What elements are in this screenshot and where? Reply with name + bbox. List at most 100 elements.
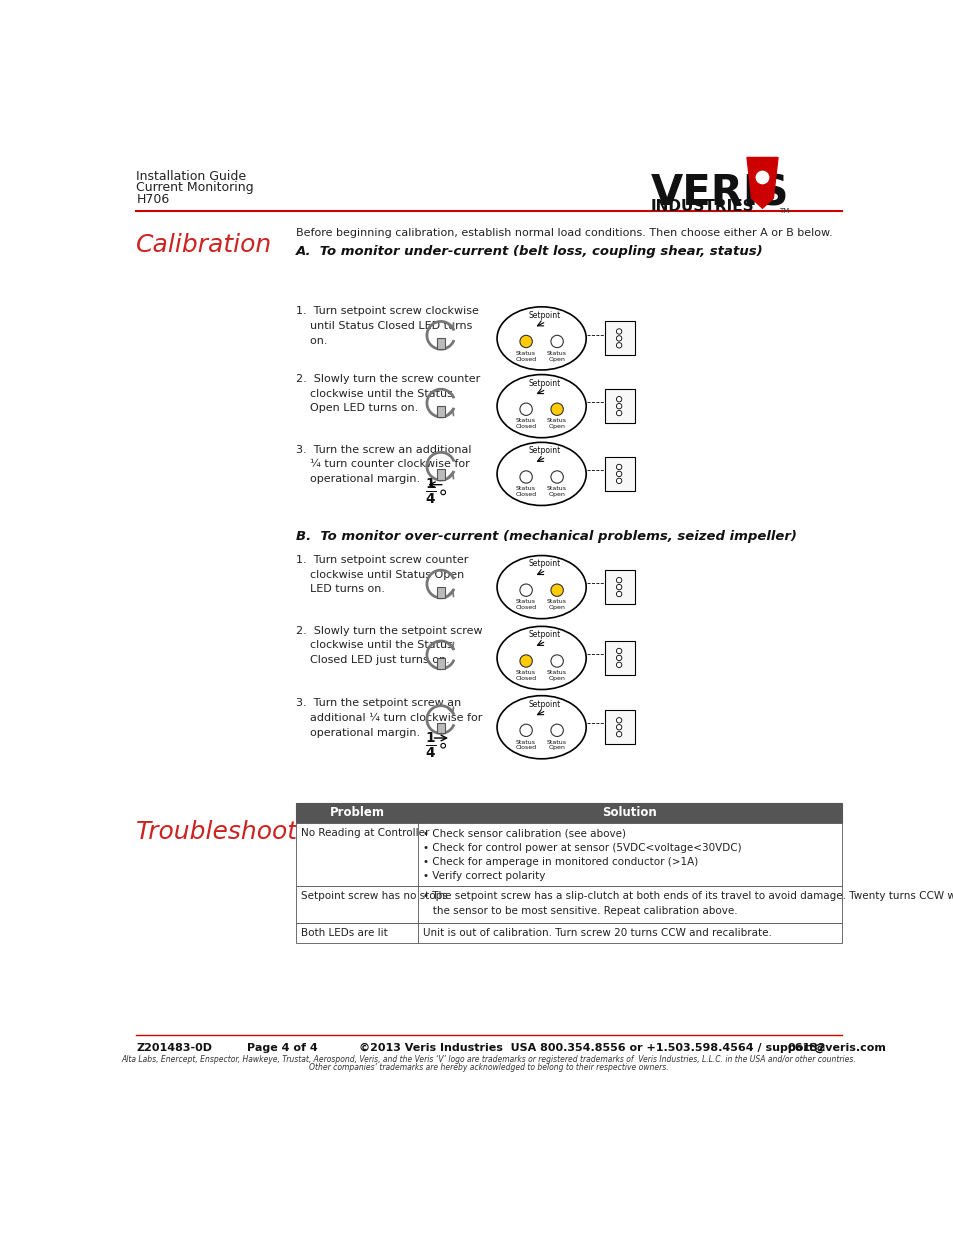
Text: ©2013 Veris Industries  USA 800.354.8556 or +1.503.598.4564 / support@veris.com: ©2013 Veris Industries USA 800.354.8556 … [359, 1042, 885, 1053]
Text: Setpoint: Setpoint [528, 700, 560, 709]
Text: • The setpoint screw has a slip-clutch at both ends of its travel to avoid damag: • The setpoint screw has a slip-clutch a… [422, 892, 953, 915]
Text: 06132: 06132 [786, 1042, 825, 1053]
Ellipse shape [497, 374, 585, 437]
Circle shape [550, 403, 562, 415]
Circle shape [440, 743, 445, 748]
Text: Status
Closed: Status Closed [515, 419, 537, 430]
Circle shape [616, 464, 621, 469]
Text: Installation Guide: Installation Guide [136, 169, 246, 183]
FancyBboxPatch shape [604, 710, 634, 745]
FancyBboxPatch shape [295, 803, 841, 823]
Text: Setpoint: Setpoint [528, 311, 560, 320]
Circle shape [550, 336, 562, 347]
Text: 1.  Turn setpoint screw clockwise
    until Status Closed LED turns
    on.: 1. Turn setpoint screw clockwise until S… [295, 306, 478, 346]
FancyBboxPatch shape [436, 338, 444, 350]
Text: Page 4 of 4: Page 4 of 4 [247, 1042, 317, 1053]
FancyBboxPatch shape [604, 641, 634, 674]
FancyBboxPatch shape [604, 571, 634, 604]
FancyBboxPatch shape [604, 321, 634, 356]
Text: Setpoint screw has no stops: Setpoint screw has no stops [300, 892, 447, 902]
Text: Status
Open: Status Open [547, 487, 566, 496]
Circle shape [616, 336, 621, 341]
Text: $\mathbf{\frac{1}{4}}$: $\mathbf{\frac{1}{4}}$ [425, 478, 436, 508]
Circle shape [616, 410, 621, 416]
Text: Status
Open: Status Open [547, 740, 566, 751]
Text: Status
Open: Status Open [547, 419, 566, 430]
Circle shape [616, 662, 621, 668]
Text: 1.  Turn setpoint screw counter
    clockwise until Status Open
    LED turns on: 1. Turn setpoint screw counter clockwise… [295, 555, 468, 594]
Text: No Reading at Controller: No Reading at Controller [300, 829, 429, 839]
FancyBboxPatch shape [436, 658, 444, 668]
Ellipse shape [497, 306, 585, 370]
FancyBboxPatch shape [295, 885, 841, 923]
Text: • Check sensor calibration (see above)
• Check for control power at sensor (5VDC: • Check sensor calibration (see above) •… [422, 829, 740, 882]
Text: Unit is out of calibration. Turn screw 20 turns CCW and recalibrate.: Unit is out of calibration. Turn screw 2… [422, 929, 771, 939]
FancyBboxPatch shape [604, 389, 634, 424]
Text: Solution: Solution [602, 806, 657, 819]
Circle shape [440, 490, 445, 495]
Text: Status
Closed: Status Closed [515, 599, 537, 610]
Circle shape [616, 584, 621, 590]
Circle shape [616, 725, 621, 730]
FancyBboxPatch shape [604, 457, 634, 490]
Circle shape [519, 336, 532, 347]
Circle shape [616, 731, 621, 737]
Text: 3.  Turn the setpoint screw an
    additional ¼ turn clockwise for
    operation: 3. Turn the setpoint screw an additional… [295, 698, 482, 737]
Text: Alta Labs, Enercept, Enspector, Hawkeye, Trustat, Aerospond, Veris, and the Veri: Alta Labs, Enercept, Enspector, Hawkeye,… [121, 1055, 856, 1065]
Circle shape [756, 172, 768, 184]
Text: TM: TM [779, 209, 789, 214]
Ellipse shape [497, 695, 585, 758]
Text: Problem: Problem [330, 806, 384, 819]
Text: 2.  Slowly turn the setpoint screw
    clockwise until the Status
    Closed LED: 2. Slowly turn the setpoint screw clockw… [295, 626, 482, 666]
Text: B.  To monitor over-current (mechanical problems, seized impeller): B. To monitor over-current (mechanical p… [295, 530, 796, 543]
FancyBboxPatch shape [436, 469, 444, 480]
Circle shape [616, 472, 621, 477]
Text: Before beginning calibration, establish normal load conditions. Then choose eith: Before beginning calibration, establish … [295, 227, 832, 237]
Circle shape [616, 656, 621, 661]
Text: Status
Closed: Status Closed [515, 487, 537, 496]
Circle shape [550, 471, 562, 483]
Text: Setpoint: Setpoint [528, 446, 560, 456]
Circle shape [616, 342, 621, 348]
FancyBboxPatch shape [436, 722, 444, 734]
Circle shape [519, 471, 532, 483]
Text: Troubleshooting: Troubleshooting [136, 820, 336, 844]
Text: H706: H706 [136, 193, 170, 206]
Text: Both LEDs are lit: Both LEDs are lit [300, 929, 387, 939]
Circle shape [616, 648, 621, 653]
FancyBboxPatch shape [295, 823, 841, 885]
Circle shape [616, 578, 621, 583]
Text: Setpoint: Setpoint [528, 630, 560, 640]
Circle shape [550, 655, 562, 667]
Text: Setpoint: Setpoint [528, 379, 560, 388]
Circle shape [616, 404, 621, 409]
Text: 2.  Slowly turn the screw counter
    clockwise until the Status
    Open LED tu: 2. Slowly turn the screw counter clockwi… [295, 374, 479, 414]
Text: A.  To monitor under-current (belt loss, coupling shear, status): A. To monitor under-current (belt loss, … [295, 246, 762, 258]
Text: Status
Closed: Status Closed [515, 351, 537, 362]
Polygon shape [746, 157, 778, 209]
Ellipse shape [497, 556, 585, 619]
Text: Other companies’ trademarks are hereby acknowledged to belong to their respectiv: Other companies’ trademarks are hereby a… [309, 1063, 668, 1072]
Text: Status
Closed: Status Closed [515, 671, 537, 680]
Text: Z201483-0D: Z201483-0D [136, 1042, 213, 1053]
Text: Status
Open: Status Open [547, 351, 566, 362]
Circle shape [616, 718, 621, 722]
Circle shape [616, 592, 621, 597]
Circle shape [519, 584, 532, 597]
Circle shape [519, 724, 532, 736]
Circle shape [550, 584, 562, 597]
FancyBboxPatch shape [436, 587, 444, 598]
Ellipse shape [497, 626, 585, 689]
Text: $\mathbf{\frac{1}{4}}$: $\mathbf{\frac{1}{4}}$ [425, 731, 436, 761]
Text: Current Monitoring: Current Monitoring [136, 182, 253, 194]
Text: INDUSTRIES: INDUSTRIES [650, 199, 754, 214]
Circle shape [519, 403, 532, 415]
Text: Status
Closed: Status Closed [515, 740, 537, 751]
Circle shape [616, 478, 621, 484]
Ellipse shape [497, 442, 585, 505]
Circle shape [519, 655, 532, 667]
Circle shape [616, 396, 621, 401]
Text: Status
Open: Status Open [547, 671, 566, 680]
Text: Status
Open: Status Open [547, 599, 566, 610]
FancyBboxPatch shape [436, 406, 444, 417]
